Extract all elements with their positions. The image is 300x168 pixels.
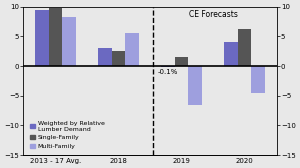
Bar xyxy=(112,51,125,66)
Bar xyxy=(49,8,62,66)
Bar xyxy=(62,17,76,66)
Bar xyxy=(238,29,251,66)
Bar xyxy=(175,57,188,66)
Bar xyxy=(188,66,202,105)
Legend: Weighted by Relative
Lumber Demand, Single-Family, Multi-Family: Weighted by Relative Lumber Demand, Sing… xyxy=(29,119,106,151)
Text: CE Forecasts: CE Forecasts xyxy=(188,10,237,19)
Bar xyxy=(224,42,238,66)
Bar xyxy=(251,66,265,93)
Bar xyxy=(125,33,139,66)
Bar xyxy=(98,48,112,66)
Bar xyxy=(35,10,49,66)
Bar xyxy=(161,66,175,67)
Text: -0.1%: -0.1% xyxy=(158,69,178,75)
